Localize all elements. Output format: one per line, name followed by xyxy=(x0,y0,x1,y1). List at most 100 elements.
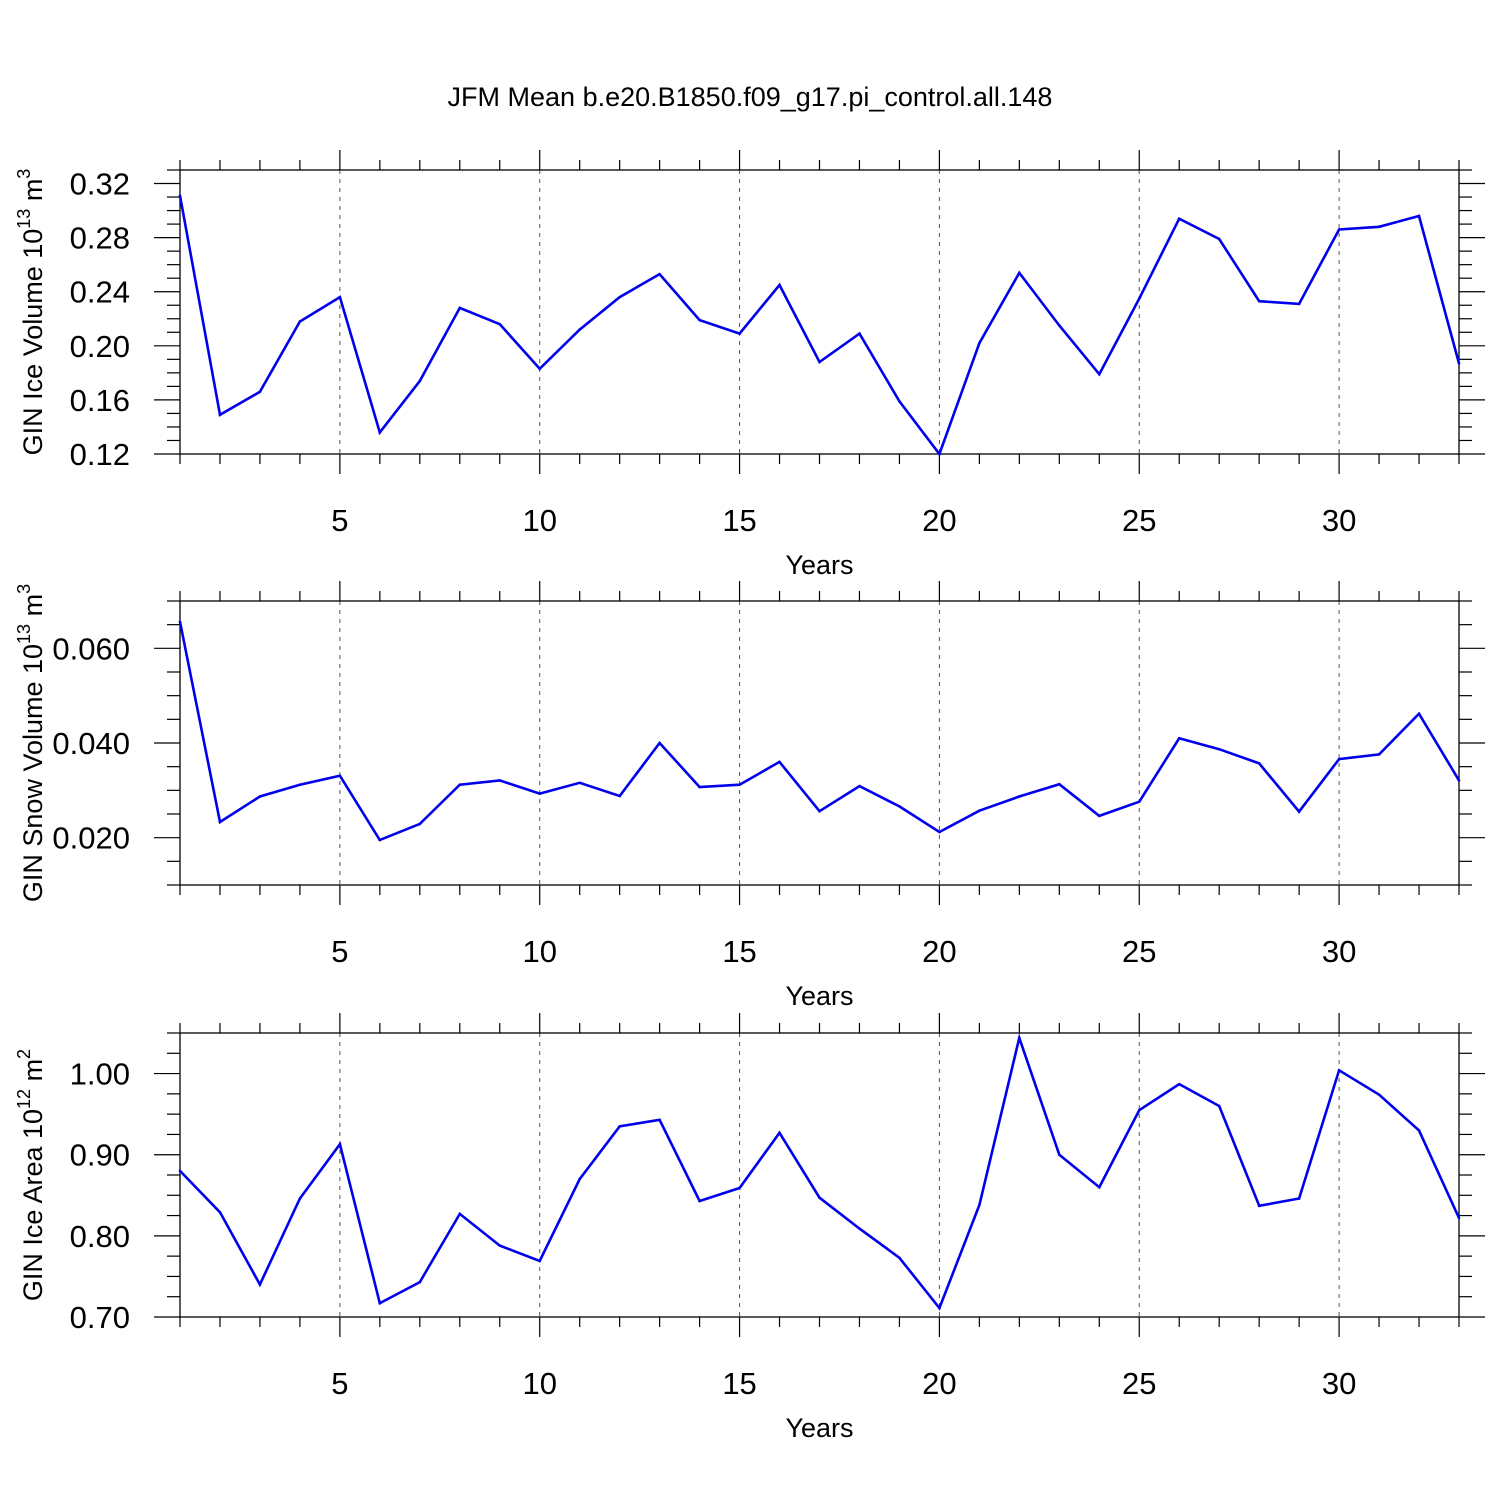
data-point xyxy=(1097,814,1101,818)
y-axis-label-unit-exponent: 3 xyxy=(14,169,34,179)
data-point xyxy=(458,1212,462,1216)
data-point xyxy=(458,306,462,310)
data-point xyxy=(1137,800,1141,803)
data-point xyxy=(1217,747,1221,751)
panel-snow-volume: 5 10 15 20 25 30 0.020 0.040 0.060 Years GIN Snow … xyxy=(14,581,1485,1011)
data-point xyxy=(938,1306,941,1310)
data-point xyxy=(698,318,701,322)
chart-title: JFM Mean b.e20.B1850.f09_g17.pi_control.… xyxy=(448,82,1053,112)
data-point xyxy=(258,795,262,798)
data-point xyxy=(738,1186,741,1190)
data-point xyxy=(1337,1069,1341,1072)
data-point xyxy=(378,1301,382,1305)
data-point xyxy=(1177,736,1181,740)
data-point xyxy=(738,783,741,786)
data-point xyxy=(178,194,182,197)
data-point xyxy=(858,1227,861,1230)
data-point xyxy=(1257,1204,1261,1208)
data-point xyxy=(778,1131,781,1135)
series-line-ice-area xyxy=(179,1033,1461,1311)
data-point xyxy=(498,322,502,326)
x-axis-label: Years xyxy=(785,550,853,580)
data-point xyxy=(1457,362,1461,365)
data-point xyxy=(498,779,502,782)
x-axis-label: Years xyxy=(785,1413,853,1443)
data-point xyxy=(1257,762,1261,765)
x-tick-label: 30 xyxy=(1322,1366,1356,1401)
x-tick-label: 10 xyxy=(522,1366,556,1401)
y-tick-label: 0.12 xyxy=(70,437,130,472)
data-point xyxy=(978,1203,981,1207)
data-point xyxy=(898,1256,901,1260)
x-tick-label: 25 xyxy=(1122,503,1156,538)
series-line-snow-volume xyxy=(178,621,1461,842)
data-point xyxy=(818,1196,821,1200)
data-point xyxy=(298,1197,302,1200)
data-point xyxy=(778,760,781,764)
y-axis-label-unit-exponent: 2 xyxy=(14,1049,34,1059)
y-tick-label: 0.32 xyxy=(70,167,130,202)
data-point xyxy=(298,320,302,323)
y-tick-label: 0.20 xyxy=(70,329,130,364)
data-point xyxy=(1217,237,1221,241)
data-point xyxy=(1297,1197,1301,1200)
data-point xyxy=(338,1142,342,1146)
data-point xyxy=(898,399,901,403)
y-axis-label-text: GIN Ice Volume 10 xyxy=(18,229,48,456)
y-tick-label: 0.80 xyxy=(70,1219,130,1254)
x-tick-label: 15 xyxy=(722,503,756,538)
data-point xyxy=(978,809,981,812)
data-point xyxy=(1177,217,1181,220)
data-point xyxy=(178,620,182,624)
data-point xyxy=(578,781,581,785)
data-point xyxy=(258,390,262,394)
data-point xyxy=(218,1211,222,1214)
x-tick-label: 15 xyxy=(722,934,756,969)
x-tick-label: 20 xyxy=(922,503,956,538)
y-axis-label-text: GIN Ice Area 10 xyxy=(18,1109,48,1301)
data-point xyxy=(618,295,621,299)
data-point xyxy=(298,783,302,786)
data-point xyxy=(1217,1104,1221,1108)
data-point xyxy=(1058,782,1061,786)
x-tick-label: 5 xyxy=(331,934,348,969)
panel-ice-volume: 5 10 15 20 25 30 0.12 0.16 0.20 0.24 0.28 0.32 Years… xyxy=(14,150,1485,580)
x-tick-label: 30 xyxy=(1322,934,1356,969)
data-point xyxy=(338,295,342,299)
data-point xyxy=(898,805,901,808)
data-point xyxy=(218,413,222,417)
data-point xyxy=(578,328,581,331)
data-point xyxy=(458,783,462,786)
data-point xyxy=(1417,214,1421,218)
data-point xyxy=(858,332,861,335)
data-point xyxy=(258,1283,262,1286)
data-point xyxy=(1457,779,1461,782)
y-tick-label: 0.060 xyxy=(52,631,130,666)
y-tick-label: 0.24 xyxy=(70,275,130,310)
data-point xyxy=(1058,1153,1061,1157)
data-point xyxy=(1377,753,1381,756)
data-point xyxy=(1337,228,1341,231)
data-point xyxy=(658,1118,661,1122)
data-point xyxy=(1018,1036,1021,1040)
data-point xyxy=(338,774,342,777)
x-axis-label: Years xyxy=(785,981,853,1011)
data-point xyxy=(1337,757,1341,761)
x-tick-label: 20 xyxy=(922,934,956,969)
y-axis-label: GIN Ice Area 1012 m2 xyxy=(14,1049,48,1301)
data-point xyxy=(1137,1108,1141,1112)
data-point xyxy=(1177,1082,1181,1086)
y-axis-label-unit-exponent: 3 xyxy=(14,584,34,594)
x-tick-label: 10 xyxy=(522,934,556,969)
data-point xyxy=(378,838,382,842)
data-point xyxy=(738,332,741,335)
y-tick-label: 0.16 xyxy=(70,383,130,418)
plot-frame xyxy=(179,600,1460,886)
x-tick-label: 5 xyxy=(331,503,348,538)
data-point xyxy=(938,830,941,834)
data-point xyxy=(618,794,621,798)
y-tick-label: 0.020 xyxy=(52,821,130,856)
y-tick-label: 0.70 xyxy=(70,1300,130,1335)
data-point xyxy=(1058,324,1061,327)
